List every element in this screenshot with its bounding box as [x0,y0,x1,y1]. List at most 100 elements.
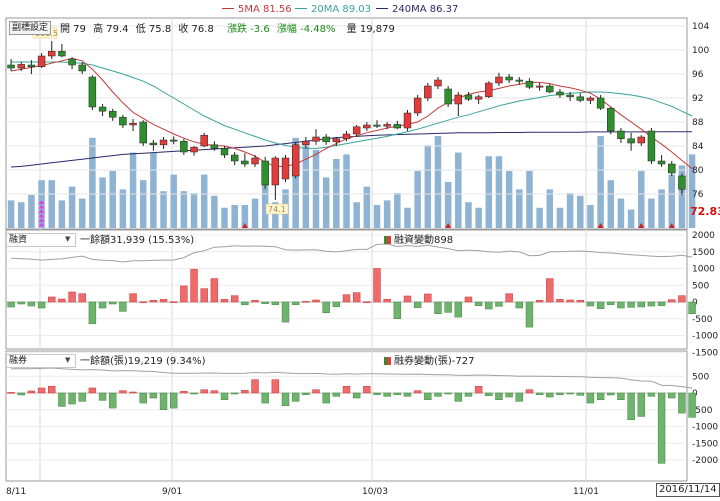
short-change-bar [58,392,66,407]
signal-marker-icon [241,223,248,228]
buy-signal-icon [38,209,45,213]
short-balance-line [11,367,693,389]
candle-body [373,124,381,127]
volume-bar [322,177,330,228]
volume-bar [221,207,228,228]
margin-change-bar [58,298,66,303]
candle-body [271,157,280,186]
margin-balance-line [11,243,693,263]
candle-body [424,85,432,99]
volume-bar [617,198,625,228]
short-change-bar [251,379,259,394]
margin-change-bar [210,278,219,303]
y-tick-label: 80 [692,166,704,176]
volume-bar [190,193,198,228]
candle-body [220,148,229,156]
volume-bar [78,198,86,228]
chevron-down-icon[interactable]: ▼ [65,356,71,364]
margin-change-bar [180,285,188,303]
short-change-bar [424,392,432,400]
short-change-bar [464,392,473,397]
sub-indicator-settings-button[interactable]: 副標設定 [9,21,52,35]
margin-change-bar [352,292,361,303]
volume-bar [485,156,493,228]
volume-bar [343,154,350,228]
volume-bar [597,136,604,228]
short-change-bar [68,392,76,405]
volume-bar [526,170,533,228]
volume-bar [434,136,442,228]
margin-change-bar [556,299,564,303]
short-panel-frame [5,350,688,482]
volume-bar [495,156,503,228]
margin-change-bar [383,299,391,303]
legend-label: 240MA 86.37 [392,4,459,15]
short-change-bar [37,387,46,394]
candle-body [637,136,645,144]
margin-change-bar [291,301,300,305]
short-change-bar [332,392,341,397]
short-change-bar [200,389,208,394]
y-tick-label: 96 [692,70,704,80]
short-change-bar [393,392,402,395]
short-change-bar [586,392,595,404]
legend-label: 20MA 89.03 [311,4,371,15]
volume-bar [444,182,452,228]
candle-body [159,139,168,146]
candle-body [37,55,46,68]
y-tick-label: 76 [692,190,704,200]
margin-change-bar [627,301,635,308]
candle-body [129,122,137,126]
volume-bar [58,200,66,228]
candle-body [109,110,117,118]
chevron-down-icon[interactable]: ▼ [65,235,71,243]
margin-change-bar [27,301,36,307]
margin-dropdown[interactable]: 融資 [6,233,76,247]
margin-change-bar [413,301,422,308]
legend-line-icon [222,8,234,9]
margin-change-bar [281,301,290,323]
y-tick-label: 84 [692,142,704,152]
margin-change-bar [322,301,330,313]
y-tick-label: 104 [692,22,709,32]
legend-label: 5MA 81.56 [238,4,292,15]
margin-change-bar [586,301,595,307]
short-change-bar [627,392,635,421]
margin-change-bar [342,294,351,303]
ohlc-info: 開 79 高 79.4 低 75.8 收 76.8 漲跌 -3.6 漲幅 -4.… [60,20,395,35]
volume-bar [516,189,523,228]
short-change-bar [647,392,656,397]
margin-change-bar [37,301,46,309]
candle-body [617,130,625,140]
short-change-bar [190,392,198,395]
short-change-bar [474,386,483,394]
short-change-bar [180,391,188,394]
candle-body [139,121,147,144]
margin-change-bar [17,301,25,305]
candle-body [525,80,534,88]
short-change-bar [363,386,371,394]
short-change-bar [668,392,676,399]
margin-change-bar [373,268,381,303]
short-dropdown[interactable]: 融券 [6,354,76,368]
candle-body [515,79,523,82]
margin-change-bar [109,301,117,305]
volume-bar [68,186,76,228]
candle-body [495,76,503,84]
candle-body [180,140,188,153]
margin-change-bar [139,301,147,303]
margin-change-bar [464,296,473,303]
volume-bar [28,194,35,228]
margin-panel-frame [5,229,688,350]
short-change-bar [485,392,493,396]
buy-signal-icon [38,200,45,204]
volume-bar [312,149,320,228]
margin-change-bar [159,299,168,303]
volume-bar [129,152,137,228]
low-marker-box [265,203,289,215]
margin-change-bar [7,301,15,308]
candle-body [627,138,635,144]
margin-change-bar [48,296,56,303]
margin-change-bar [332,301,341,307]
margin-change-bar [576,300,584,303]
